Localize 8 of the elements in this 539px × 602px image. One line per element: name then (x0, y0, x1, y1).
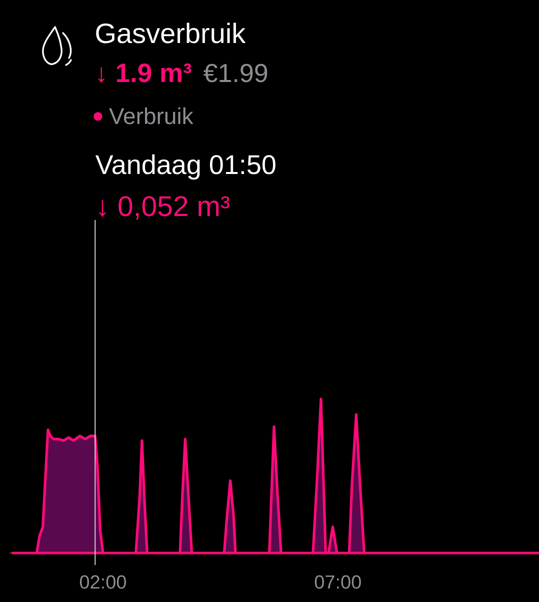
text: ↓ 0,052 m³ (99, 196, 230, 220)
x-tick-label: 02:00 (80, 575, 126, 589)
text: Vandaag 01:50 (95, 154, 276, 180)
text: €1.99 (204, 64, 268, 82)
chart-subtitle: ↓ 1.9 m³ (98, 63, 192, 83)
x-tick-label: 07:00 (314, 575, 361, 589)
legend-label: Verbruik (109, 107, 194, 124)
chart-title: Gasverbruik (96, 22, 246, 44)
